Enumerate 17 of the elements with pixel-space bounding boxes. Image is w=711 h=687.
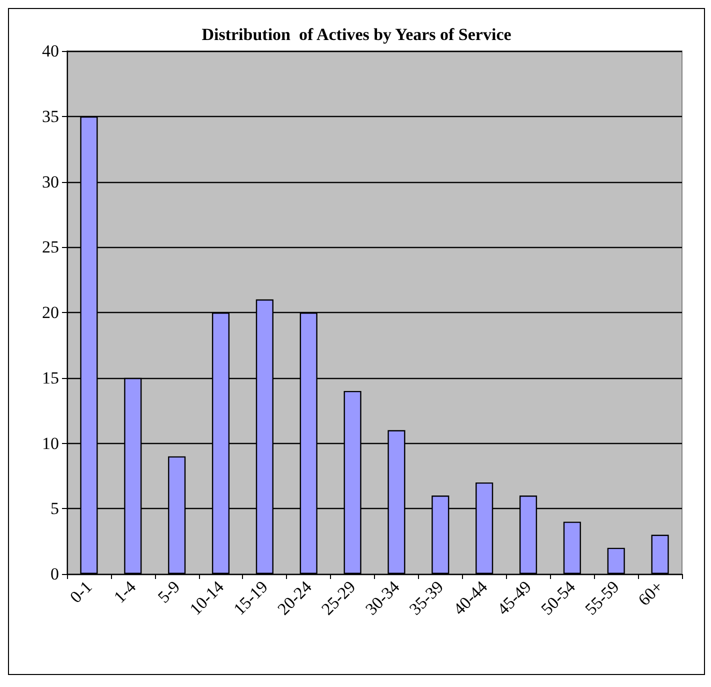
y-tick-label: 25 — [42, 238, 59, 257]
chart-title: Distribution of Actives by Years of Service — [202, 25, 512, 44]
y-tick-label: 10 — [42, 434, 59, 453]
y-tick-label: 15 — [42, 368, 59, 388]
y-tick-label: 35 — [42, 106, 59, 126]
x-tick-label: 0-1 — [66, 577, 96, 607]
x-tick-label: 5-9 — [154, 577, 184, 607]
y-tick-label: 20 — [42, 303, 59, 322]
y-tick-label: 5 — [50, 499, 59, 518]
bar — [607, 548, 625, 574]
bar — [651, 534, 669, 574]
y-tick-label: 0 — [50, 564, 59, 584]
x-tick-label: 1-4 — [110, 576, 140, 607]
bar — [563, 522, 581, 574]
y-tick-label: 40 — [42, 42, 59, 60]
y-tick-label: 30 — [42, 172, 59, 192]
x-tick-label: 60+ — [634, 577, 667, 610]
